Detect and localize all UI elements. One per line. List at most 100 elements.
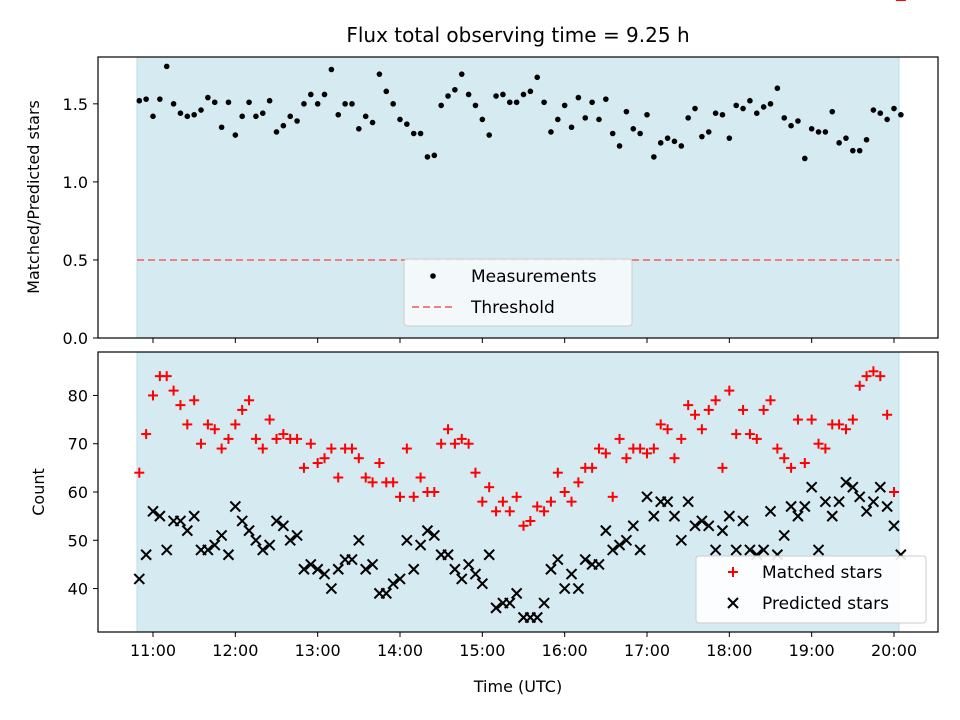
measurement-point bbox=[294, 118, 300, 124]
measurement-point bbox=[191, 111, 197, 118]
matched-star-point bbox=[758, 404, 769, 415]
predicted-star-point bbox=[401, 534, 413, 546]
predicted-star-point bbox=[318, 568, 331, 580]
predicted-star-point bbox=[366, 558, 379, 571]
matched-star-point bbox=[202, 419, 213, 430]
measurement-point bbox=[205, 94, 211, 101]
measurement-point bbox=[321, 91, 328, 98]
measurement-point bbox=[582, 115, 589, 121]
predicted-star-point bbox=[634, 544, 646, 556]
measurement-point bbox=[575, 94, 582, 101]
predicted-star-point bbox=[881, 500, 893, 513]
predicted-star-point bbox=[476, 578, 489, 590]
y-tick-label: 50 bbox=[68, 531, 88, 550]
predicted-star-point bbox=[181, 524, 194, 537]
predicted-star-point bbox=[456, 573, 468, 585]
matched-star-point bbox=[799, 458, 810, 469]
matched-star-point bbox=[676, 433, 687, 444]
matched-star-point bbox=[292, 433, 303, 444]
predicted-star-point bbox=[764, 505, 777, 518]
measurement-point bbox=[280, 122, 287, 129]
matched-star-point bbox=[209, 424, 220, 435]
measurement-point bbox=[479, 116, 486, 123]
y-tick-label: 1.5 bbox=[63, 95, 88, 114]
measurement-point bbox=[541, 99, 547, 106]
matched-star-point bbox=[882, 409, 893, 420]
matched-star-point bbox=[477, 496, 488, 507]
matched-star-point bbox=[525, 515, 536, 526]
predicted-star-point bbox=[799, 500, 811, 513]
measurement-point bbox=[726, 135, 733, 141]
bottom-legend-box bbox=[695, 555, 927, 624]
predicted-star-point bbox=[332, 563, 344, 575]
measurement-point bbox=[884, 116, 890, 123]
predicted-star-point bbox=[346, 553, 358, 566]
matched-star-point bbox=[298, 462, 309, 473]
predicted-star-point bbox=[661, 495, 674, 508]
predicted-star-point bbox=[394, 573, 406, 585]
matched-star-point bbox=[635, 443, 646, 454]
predicted-star-point bbox=[593, 558, 605, 571]
predicted-star-point bbox=[792, 510, 804, 522]
matched-star-point bbox=[621, 453, 632, 464]
measurement-point bbox=[712, 110, 719, 116]
predicted-star-point bbox=[284, 534, 296, 546]
matched-star-point bbox=[367, 477, 378, 488]
predicted-star-point bbox=[504, 597, 516, 609]
predicted-star-point bbox=[133, 573, 145, 585]
measurement-point bbox=[685, 115, 691, 121]
top-legend-box bbox=[403, 258, 633, 327]
measurement-point bbox=[603, 96, 609, 102]
predicted-star-point bbox=[387, 578, 399, 590]
matched-star-point bbox=[614, 433, 625, 444]
matched-star-point bbox=[669, 453, 680, 464]
measurement-point bbox=[445, 93, 451, 99]
measurement-point bbox=[308, 91, 314, 98]
predicted-star-point bbox=[737, 515, 749, 527]
measurement-point bbox=[623, 108, 630, 115]
matched-star-point bbox=[607, 491, 618, 502]
measurement-point bbox=[671, 138, 678, 145]
measurement-point bbox=[863, 136, 870, 143]
predicted-star-point bbox=[853, 491, 866, 503]
predicted-star-point bbox=[757, 544, 770, 556]
predicted-star-point bbox=[469, 568, 482, 580]
measurement-point bbox=[836, 140, 842, 146]
matched-star-point bbox=[648, 443, 659, 454]
measurement-point bbox=[397, 116, 403, 123]
y-tick-label: 70 bbox=[68, 435, 88, 454]
predicted-star-point bbox=[229, 500, 242, 513]
predicted-star-point bbox=[826, 510, 838, 522]
measurement-point bbox=[802, 155, 808, 162]
predicted-star-point bbox=[353, 534, 365, 546]
matched-star-point bbox=[552, 467, 563, 478]
measurement-point bbox=[616, 143, 623, 149]
bottom-legend: Matched stars Predicted stars bbox=[695, 555, 927, 624]
matched-star-point bbox=[710, 395, 721, 406]
measurement-point bbox=[699, 133, 705, 140]
matched-star-point bbox=[237, 404, 248, 415]
measurement-point bbox=[150, 113, 156, 120]
measurement-point bbox=[898, 111, 904, 118]
predicted-star-point bbox=[620, 534, 633, 546]
measurement-point bbox=[561, 102, 568, 109]
predicted-star-point bbox=[627, 520, 639, 532]
predicted-star-point bbox=[572, 582, 585, 595]
top-panel: 0.0 0.5 1.0 1.5 Matched/Predicted stars Mea… bbox=[24, 56, 939, 348]
measurement-point bbox=[349, 101, 355, 107]
predicted-star-point bbox=[188, 510, 200, 522]
matched-star-point bbox=[861, 371, 872, 382]
predicted-star-point bbox=[154, 510, 166, 522]
y-tick-label: 0.0 bbox=[63, 329, 88, 348]
predicted-star-point bbox=[510, 587, 523, 600]
x-tick-label: 11:00 bbox=[130, 641, 176, 660]
predicted-star-point bbox=[833, 495, 845, 508]
matched-star-point bbox=[504, 506, 515, 517]
top-legend: Measurements Threshold bbox=[403, 258, 633, 327]
matched-star-point bbox=[216, 443, 227, 454]
predicted-star-point bbox=[215, 529, 228, 542]
measurement-point bbox=[136, 97, 143, 104]
measurement-point bbox=[692, 105, 698, 112]
measurement-point bbox=[328, 66, 335, 73]
matched-star-point bbox=[196, 438, 207, 449]
